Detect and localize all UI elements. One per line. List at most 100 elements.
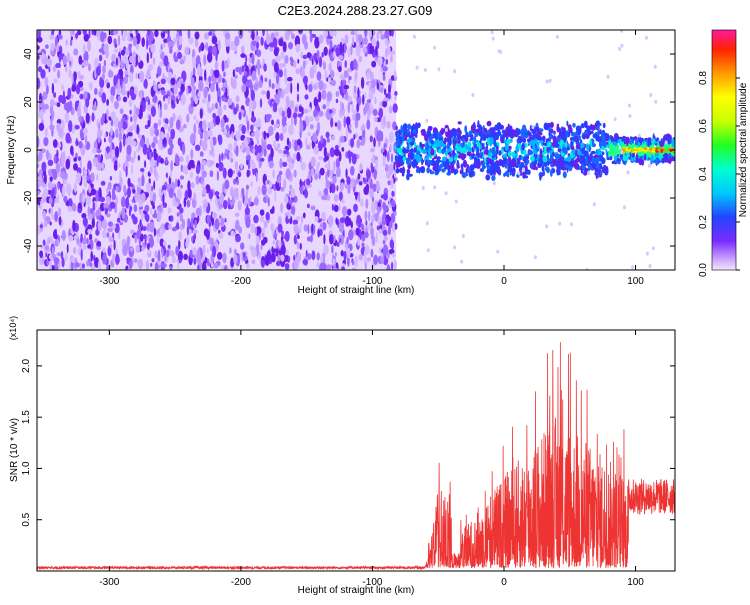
spectrogram-cell xyxy=(90,172,95,183)
spectrogram-cell xyxy=(441,168,446,173)
spectrogram-cell xyxy=(37,176,43,181)
spectrogram-cell xyxy=(352,36,355,46)
spectrogram-cell xyxy=(453,69,457,74)
spectrogram-cell xyxy=(327,76,332,84)
spectrogram-cell xyxy=(240,45,245,53)
spectrogram-cell xyxy=(533,255,537,260)
spectrogram-cell xyxy=(109,176,113,181)
spectrogram-cell xyxy=(119,140,122,153)
spectrogram-cell xyxy=(270,147,274,159)
spectrogram-cell xyxy=(56,102,61,108)
spectrogram-cell xyxy=(434,159,440,167)
spectrogram-cell xyxy=(537,157,541,164)
spectrogram-cell xyxy=(210,160,215,165)
spectrogram-cell xyxy=(464,153,467,159)
spectrogram-cell xyxy=(376,81,379,90)
spectrogram-cell xyxy=(534,133,537,139)
spectrogram-cell xyxy=(53,154,57,164)
spectrogram-cell xyxy=(173,84,178,96)
spectrogram-cell xyxy=(242,252,246,258)
spectrogram-cell xyxy=(84,233,86,243)
spectrogram-cell xyxy=(44,76,49,87)
spectrogram-cell xyxy=(119,176,123,187)
spectrogram-cell xyxy=(225,132,231,138)
spectrogram-cell xyxy=(504,143,509,152)
spectrogram-cell xyxy=(653,64,657,69)
spectrogram-cell xyxy=(398,129,401,133)
spectrogram-cell xyxy=(92,147,97,154)
spectrogram-cell xyxy=(232,69,236,78)
snr-xtick-label: -300 xyxy=(99,577,119,588)
spectrogram-cell xyxy=(128,43,133,48)
spectrogram-cell xyxy=(164,118,169,125)
spectrogram-cell xyxy=(190,133,196,145)
spectrogram-cell xyxy=(106,232,110,238)
spectrogram-cell xyxy=(321,211,326,221)
spectrogram-cell xyxy=(82,244,88,251)
spectrogram-cell xyxy=(211,103,215,111)
spectrogram-cell xyxy=(57,182,60,191)
spectrogram-cell xyxy=(621,138,625,142)
spectrogram-cell xyxy=(257,185,261,196)
spectrogram-cell xyxy=(38,122,45,131)
spectrogram-cell xyxy=(263,130,267,140)
spectrogram-cell xyxy=(267,187,273,195)
spectrogram-cell xyxy=(464,137,469,143)
spectrogram-cell xyxy=(565,130,569,138)
spectrogram-cell xyxy=(486,120,492,127)
spectrogram-cell xyxy=(541,152,545,156)
spectrogram-cell xyxy=(287,155,292,163)
spectrogram-cell xyxy=(284,75,288,85)
spectrogram-cell xyxy=(622,148,626,151)
spectrogram-cell xyxy=(465,168,468,174)
spectrogram-cell xyxy=(346,176,351,186)
spectrogram-cell xyxy=(133,111,138,124)
spectrogram-cell xyxy=(363,250,367,262)
spectrogram-cell xyxy=(441,148,446,155)
spectrogram-cell xyxy=(111,95,114,104)
spectrogram-cell xyxy=(302,259,308,265)
spectrogram-cell xyxy=(81,62,85,67)
spectrogram-cell xyxy=(245,81,251,87)
spectrogram-cell xyxy=(587,171,590,176)
spectrogram-cell xyxy=(288,200,293,205)
spectrogram-cell xyxy=(313,60,316,72)
spectrogram-cell xyxy=(483,154,487,159)
spectrogram-cell xyxy=(211,45,217,56)
spectrogram-cell xyxy=(378,30,384,35)
spectrogram-cell xyxy=(372,108,378,116)
spectrogram-cell xyxy=(353,91,357,99)
colorbar-gradient xyxy=(711,29,737,271)
spectrogram-cell xyxy=(633,136,638,140)
spectrogram-cell xyxy=(319,167,325,176)
spectrogram-cell xyxy=(124,159,129,172)
spectrogram-cell xyxy=(127,186,131,198)
spectrogram-cell xyxy=(129,109,132,115)
spectrogram-cell xyxy=(101,113,106,122)
spectrogram-cell xyxy=(68,68,72,79)
spectrogram-cell xyxy=(366,119,371,130)
spectrogram-cell xyxy=(157,232,160,243)
spectrogram-cell xyxy=(242,75,248,85)
spectrogram-cell xyxy=(142,143,148,155)
spectrogram-cell xyxy=(121,196,126,208)
spectrogram-cell xyxy=(652,148,656,151)
spectrogram-cell xyxy=(380,66,383,73)
spectrogram-cell xyxy=(314,173,319,180)
spectrogram-cell xyxy=(133,258,138,263)
spectrogram-cell xyxy=(83,33,90,42)
spectrogram-cell xyxy=(141,174,145,187)
spectrogram-cell xyxy=(467,146,473,153)
spectrogram-cell xyxy=(132,122,138,131)
spectrogram-cell xyxy=(279,132,284,142)
spectrogram-cell xyxy=(416,144,419,151)
spectrogram-cell xyxy=(438,140,444,148)
spectrogram-cell xyxy=(127,132,133,137)
spectrogram-cell xyxy=(56,43,60,53)
spectrogram-cell xyxy=(98,91,102,98)
spectrogram-cell xyxy=(235,145,239,157)
spectrogram-cell xyxy=(167,40,174,48)
spectrogram-cell xyxy=(275,132,280,142)
spectrogram-cell xyxy=(520,132,526,140)
